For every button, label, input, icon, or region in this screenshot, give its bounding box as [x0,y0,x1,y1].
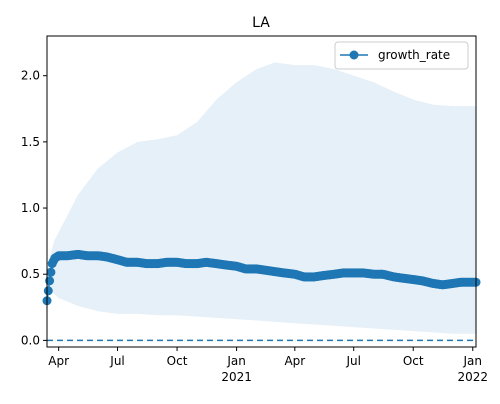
y-tick-label: 2.0 [21,69,40,83]
axes-frame [46,35,477,348]
x-tick-label: Jan [226,354,246,368]
x-tick-year-label: 2021 [221,370,252,384]
y-tick-label: 0.5 [21,267,40,281]
x-tick-label: Jul [345,354,360,368]
plot-area: 0.0 0.5 1.0 1.5 2.0 Apr Jul Oct Jan 2021 Apr Jul Oct… [21,35,488,384]
y-tick-label: 0.0 [21,333,40,347]
uncertainty-band [47,62,476,334]
x-tick-label: Apr [284,354,305,368]
legend-label-growth-rate: growth_rate [378,48,450,62]
x-tick-label: Oct [403,354,424,368]
x-tick-label: Jan [463,354,483,368]
legend: growth_rate [334,41,469,70]
x-tick-year-label: 2022 [457,370,488,384]
legend-marker-swatch [349,50,359,60]
legend-box [334,41,469,70]
chart-title: LA [252,15,270,31]
x-tick-label: Oct [167,354,188,368]
y-tick-label: 1.5 [21,135,40,149]
data-point [46,267,56,277]
data-point [43,286,53,296]
x-tick-label: Apr [48,354,69,368]
series-markers-growth_rate [42,249,481,306]
y-tick-label: 1.0 [21,201,40,215]
x-tick-label: Jul [109,354,124,368]
data-point [45,276,55,286]
